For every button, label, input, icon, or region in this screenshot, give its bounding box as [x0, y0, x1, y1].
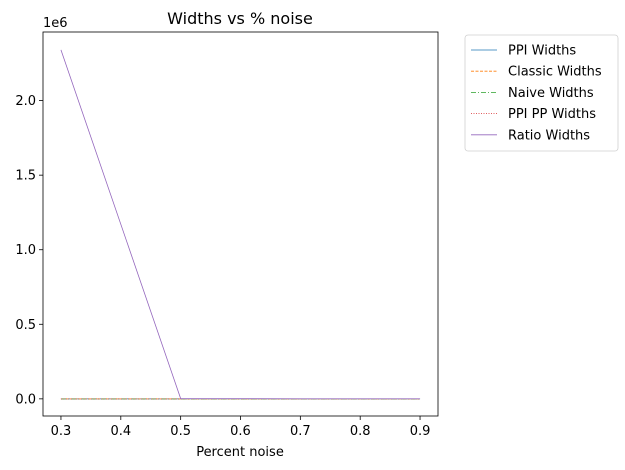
- legend: PPI Widths Classic Widths Naive Widths PPI …: [464, 34, 619, 152]
- series-layer: [60, 49, 421, 400]
- chart-title: Widths vs % noise: [167, 9, 313, 28]
- y-tick-label: 2.0: [15, 94, 36, 109]
- legend-label: PPI PP Widths: [508, 107, 596, 122]
- y-tick-label: 1.5: [15, 169, 36, 184]
- x-axis-label: Percent noise: [196, 445, 284, 460]
- legend-label: Classic Widths: [508, 65, 602, 80]
- y-axis: 0.0 0.5 1.0 1.5 2.0: [15, 94, 43, 407]
- x-tick-label: 0.4: [110, 424, 131, 439]
- y-tick-label: 0.0: [15, 392, 36, 407]
- legend-label: Ratio Widths: [508, 128, 590, 143]
- x-axis: 0.3 0.4 0.5 0.6 0.7 0.8 0.9: [51, 416, 431, 439]
- y-tick-label: 1.0: [15, 243, 36, 258]
- x-tick-label: 0.8: [350, 424, 371, 439]
- x-tick-label: 0.6: [230, 424, 251, 439]
- series-line-5: [60, 49, 421, 400]
- legend-label: Naive Widths: [508, 86, 594, 101]
- plot-area: [43, 32, 438, 416]
- legend-label: PPI Widths: [508, 44, 576, 59]
- legend-box: [464, 34, 619, 152]
- x-tick-label: 0.5: [170, 424, 191, 439]
- x-tick-label: 0.3: [51, 424, 72, 439]
- y-tick-label: 0.5: [15, 318, 36, 333]
- x-tick-label: 0.7: [290, 424, 311, 439]
- y-offset-label: 1e6: [43, 16, 68, 31]
- x-tick-label: 0.9: [410, 424, 431, 439]
